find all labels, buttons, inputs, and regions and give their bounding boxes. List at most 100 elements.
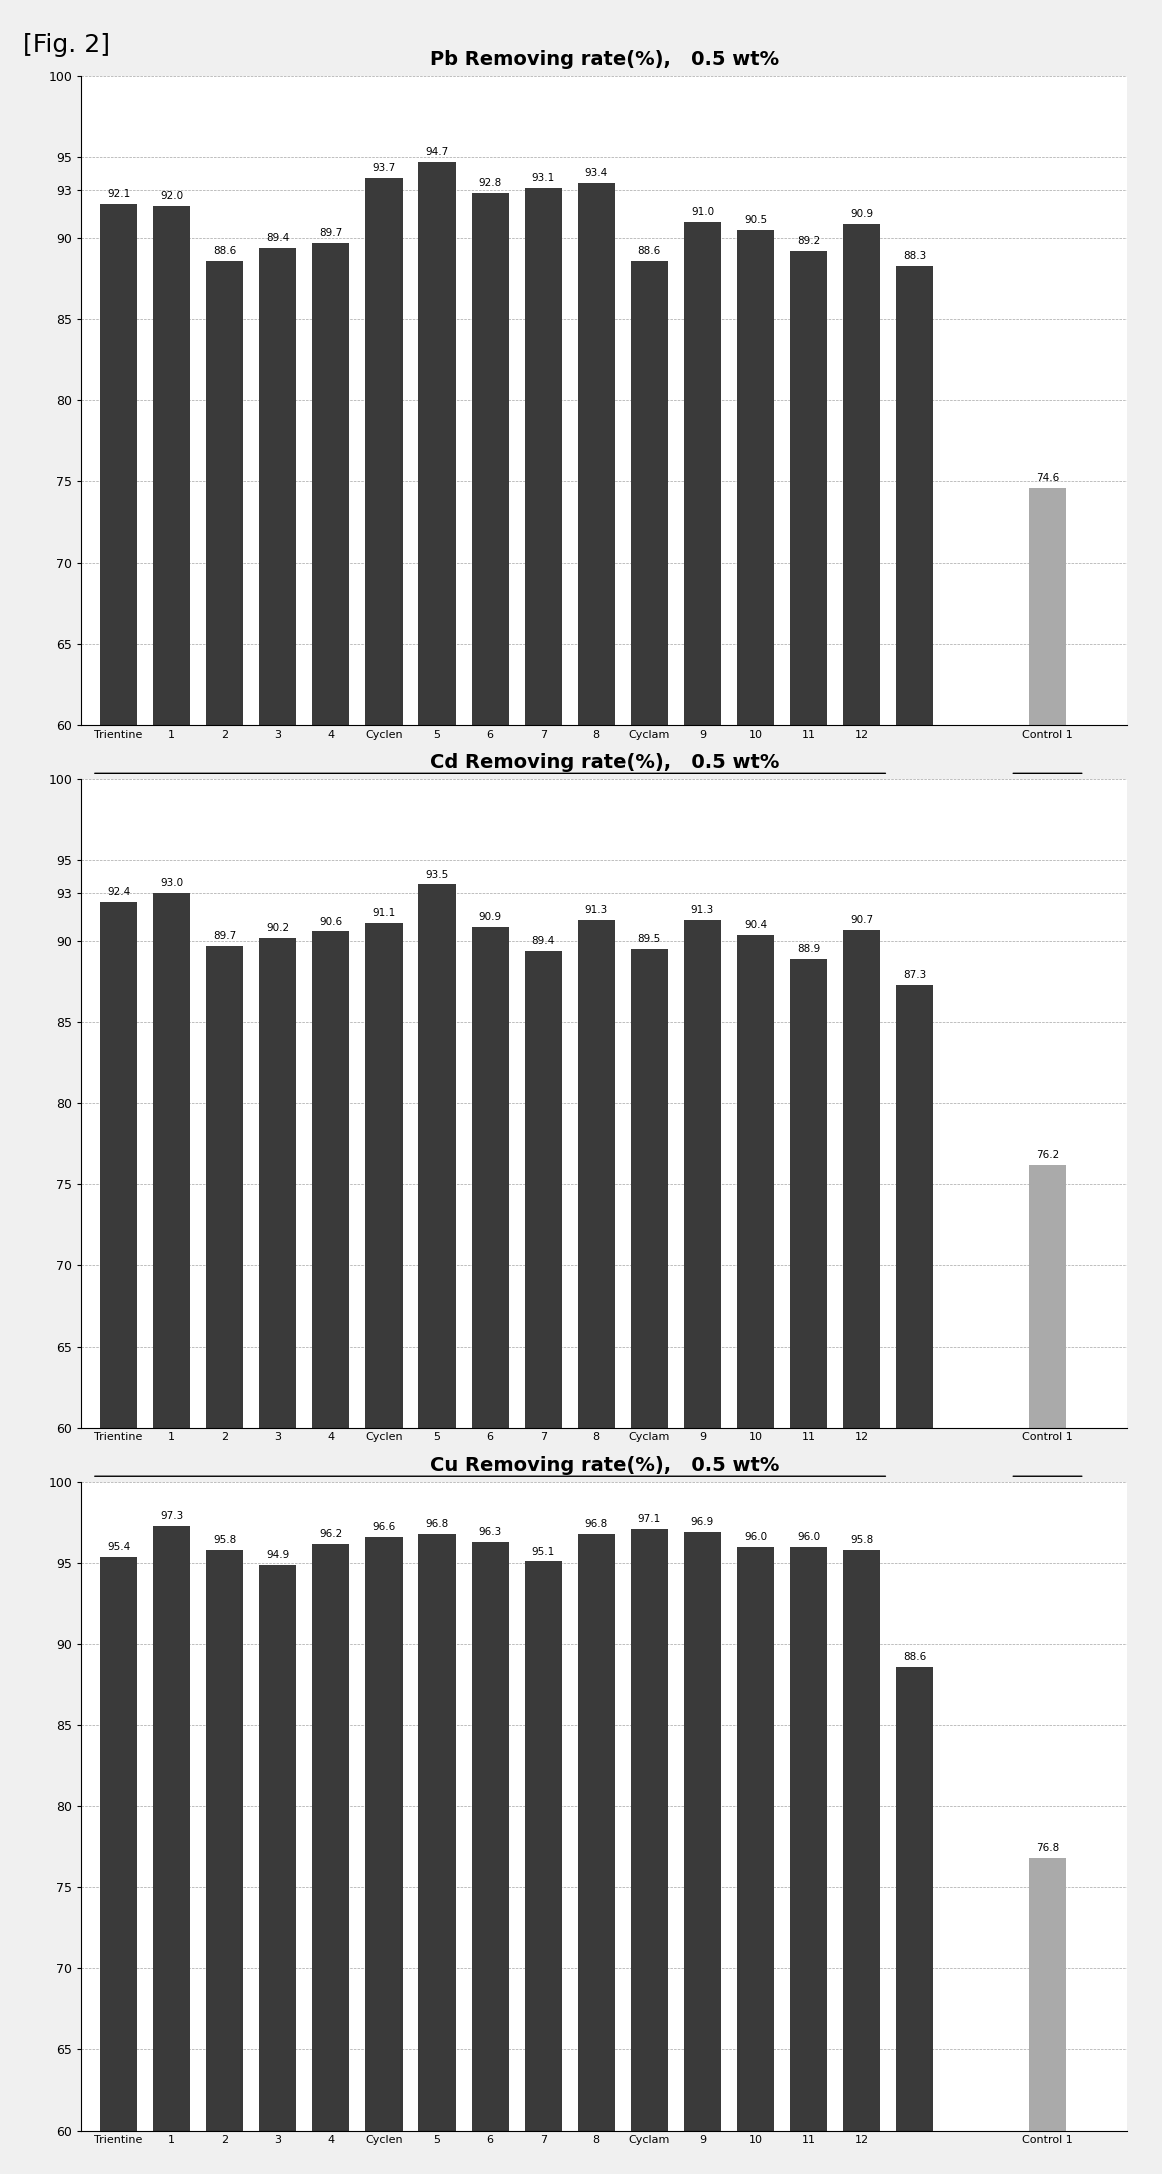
Bar	[684, 1533, 722, 2174]
Bar	[206, 1550, 243, 2174]
Text: 87.3: 87.3	[903, 970, 926, 980]
Text: Embodiment: Embodiment	[442, 798, 539, 811]
Bar	[844, 1550, 881, 2174]
Text: 89.2: 89.2	[797, 237, 820, 246]
Bar	[100, 204, 137, 1698]
Bar	[524, 950, 561, 2174]
Text: 89.7: 89.7	[320, 228, 343, 239]
Bar	[896, 1667, 933, 2174]
Bar	[737, 230, 774, 1698]
Text: 96.3: 96.3	[479, 1526, 502, 1537]
Bar	[631, 261, 668, 1698]
Text: 90.9: 90.9	[851, 209, 874, 220]
Bar	[259, 1565, 296, 2174]
Bar	[153, 1526, 191, 2174]
Bar	[896, 265, 933, 1698]
Bar	[524, 187, 561, 1698]
Bar	[313, 243, 350, 1698]
Bar	[790, 1546, 827, 2174]
Bar	[524, 1561, 561, 2174]
Text: EDTA: EDTA	[1031, 1500, 1064, 1513]
Text: 93.5: 93.5	[425, 870, 449, 880]
Bar	[472, 1541, 509, 2174]
Text: 95.8: 95.8	[851, 1535, 874, 1546]
Text: 97.3: 97.3	[160, 1511, 184, 1522]
Text: 96.0: 96.0	[744, 1533, 767, 1541]
Text: 91.1: 91.1	[372, 909, 395, 917]
Bar	[365, 178, 402, 1698]
Bar	[313, 930, 350, 2174]
Text: 95.4: 95.4	[107, 1541, 130, 1552]
Text: Embodiment: Embodiment	[442, 1500, 539, 1515]
Bar	[844, 224, 881, 1698]
Text: 96.8: 96.8	[584, 1520, 608, 1528]
Bar	[1028, 1859, 1066, 2174]
Text: 90.6: 90.6	[320, 917, 343, 926]
Title: Cd Removing rate(%),   0.5 wt%: Cd Removing rate(%), 0.5 wt%	[430, 752, 779, 772]
Text: 92.4: 92.4	[107, 887, 130, 898]
Bar	[578, 1535, 615, 2174]
Bar	[206, 946, 243, 2174]
Bar	[365, 924, 402, 2174]
Text: 93.4: 93.4	[584, 167, 608, 178]
Text: 89.5: 89.5	[638, 935, 661, 944]
Text: 96.8: 96.8	[425, 1520, 449, 1528]
Bar	[1028, 487, 1066, 1698]
Bar	[100, 902, 137, 2174]
Bar	[418, 885, 456, 2174]
Bar	[790, 252, 827, 1698]
Bar	[153, 894, 191, 2174]
Bar	[790, 959, 827, 2174]
Text: 90.9: 90.9	[479, 911, 502, 922]
Bar	[418, 163, 456, 1698]
Text: 96.9: 96.9	[691, 1517, 715, 1528]
Bar	[844, 930, 881, 2174]
Text: 91.3: 91.3	[584, 904, 608, 915]
Bar	[631, 1528, 668, 2174]
Text: 96.2: 96.2	[320, 1528, 343, 1539]
Bar	[578, 920, 615, 2174]
Text: 88.3: 88.3	[903, 250, 926, 261]
Text: 92.0: 92.0	[160, 191, 184, 200]
Text: 95.8: 95.8	[213, 1535, 236, 1546]
Bar	[737, 1546, 774, 2174]
Bar	[896, 985, 933, 2174]
Text: 94.9: 94.9	[266, 1550, 289, 1559]
Text: 74.6: 74.6	[1035, 474, 1059, 483]
Bar	[472, 926, 509, 2174]
Text: 92.8: 92.8	[479, 178, 502, 187]
Text: 94.7: 94.7	[425, 148, 449, 157]
Title: Pb Removing rate(%),   0.5 wt%: Pb Removing rate(%), 0.5 wt%	[430, 50, 779, 70]
Text: 76.8: 76.8	[1035, 1844, 1059, 1852]
Bar	[100, 1557, 137, 2174]
Text: 93.0: 93.0	[160, 878, 184, 887]
Text: 89.4: 89.4	[531, 937, 554, 946]
Text: EDTA: EDTA	[1031, 798, 1064, 811]
Bar	[578, 183, 615, 1698]
Text: 88.6: 88.6	[903, 1652, 926, 1661]
Text: 95.1: 95.1	[531, 1546, 554, 1557]
Bar	[631, 950, 668, 2174]
Text: [Fig. 2]: [Fig. 2]	[23, 33, 110, 57]
Text: 88.9: 88.9	[797, 944, 820, 954]
Bar	[259, 937, 296, 2174]
Text: 89.4: 89.4	[266, 233, 289, 243]
Text: 89.7: 89.7	[213, 930, 236, 941]
Text: 97.1: 97.1	[638, 1513, 661, 1524]
Text: 90.7: 90.7	[851, 915, 874, 924]
Text: 91.0: 91.0	[691, 207, 713, 217]
Bar	[418, 1535, 456, 2174]
Text: 88.6: 88.6	[638, 246, 661, 257]
Title: Cu Removing rate(%),   0.5 wt%: Cu Removing rate(%), 0.5 wt%	[430, 1457, 779, 1474]
Bar	[1028, 1165, 1066, 2174]
Bar	[684, 222, 722, 1698]
Bar	[313, 1544, 350, 2174]
Text: 96.6: 96.6	[372, 1522, 395, 1533]
Bar	[737, 935, 774, 2174]
Text: 90.2: 90.2	[266, 924, 289, 933]
Bar	[259, 248, 296, 1698]
Text: 91.3: 91.3	[691, 904, 715, 915]
Bar	[684, 920, 722, 2174]
Text: 88.6: 88.6	[213, 246, 236, 257]
Bar	[153, 207, 191, 1698]
